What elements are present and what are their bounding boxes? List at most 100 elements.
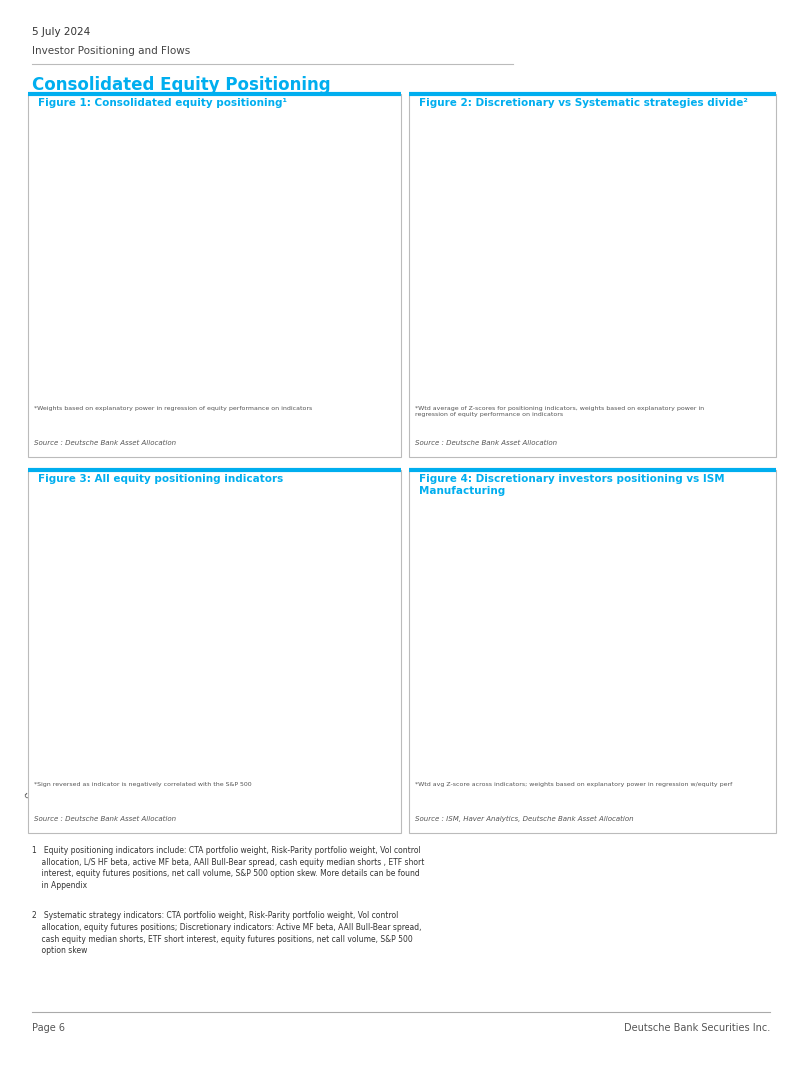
Point (67, 703, 80, 720)
Systematic Strategies (610, 276, 620, 288)
Discretionary Investors (610, 311, 620, 324)
Line: Systematic Strategies: Systematic Strategies (448, 204, 743, 329)
Title: Consolidated Equity Positioning: Consolidated Equity Positioning (129, 163, 305, 173)
Bar (204, 666, 221, 713)
Legend: Discretionary investors positioning (lhs), ISM Manufacturing (rhs): Discretionary investors positioning (lhs… (448, 560, 593, 577)
Legend: Jul 03 2024, Jun 26 2024: Jul 03 2024, Jun 26 2024 (137, 567, 194, 585)
Discretionary Investors (738, 215, 747, 227)
Discretionary investors positioning (lhs) (734, 641, 743, 654)
Legend: Discretionary Investors, Systematic Strategies: Discretionary Investors, Systematic Stra… (448, 184, 640, 193)
Point (178, 656, 191, 673)
ISM Manufacturing (rhs) (676, 668, 686, 680)
Point (206, 618, 219, 635)
Text: Figure 2: Discretionary vs Systematic strategies divide²: Figure 2: Discretionary vs Systematic st… (419, 98, 747, 108)
ISM Manufacturing (rhs) (526, 742, 536, 755)
Text: Consolidated Equity Positioning: Consolidated Equity Positioning (32, 76, 330, 94)
Systematic Strategies (528, 288, 537, 301)
Point (123, 668, 136, 685)
Systematic Strategies (679, 268, 689, 281)
Point (234, 656, 247, 673)
Text: Figure 3: All equity positioning indicators: Figure 3: All equity positioning indicat… (38, 474, 283, 484)
Systematic Strategies (544, 239, 553, 252)
Title: Discretionary  vs Systematic Equity Positioning: Discretionary vs Systematic Equity Posit… (464, 163, 726, 173)
Point (345, 596, 358, 613)
Discretionary investors positioning (lhs) (542, 647, 552, 660)
Line: Discretionary Investors: Discretionary Investors (448, 221, 743, 319)
Point (67, 703, 80, 720)
Bar (65, 711, 83, 713)
Discretionary investors positioning (lhs) (617, 674, 626, 687)
Point (151, 657, 164, 675)
Text: Source : ISM, Haver Analytics, Deutsche Bank Asset Allocation: Source : ISM, Haver Analytics, Deutsche … (415, 816, 634, 822)
Discretionary investors positioning (lhs) (443, 621, 452, 633)
ISM Manufacturing (rhs) (529, 743, 538, 756)
Line: ISM Manufacturing (rhs): ISM Manufacturing (rhs) (448, 569, 739, 750)
Text: Correlation: 67%: Correlation: 67% (558, 702, 622, 710)
Text: 1   Equity positioning indicators include: CTA portfolio weight, Risk-Parity por: 1 Equity positioning indicators include:… (32, 846, 424, 891)
Text: *Sign reversed as indicator is negatively correlated with the S&P 500: *Sign reversed as indicator is negativel… (34, 782, 252, 787)
Discretionary Investors (528, 281, 537, 294)
ISM Manufacturing (rhs) (495, 619, 504, 632)
Point (261, 650, 274, 668)
Discretionary investors positioning (lhs) (610, 723, 620, 736)
Bar (342, 606, 360, 713)
Polygon shape (724, 13, 751, 45)
Bar (120, 669, 139, 713)
Text: Figure 4: Discretionary investors positioning vs ISM
Manufacturing: Figure 4: Discretionary investors positi… (419, 474, 724, 496)
Point (206, 657, 219, 675)
Discretionary Investors (496, 277, 505, 289)
ISM Manufacturing (rhs) (734, 672, 743, 685)
ISM Manufacturing (rhs) (443, 645, 452, 658)
ISM Manufacturing (rhs) (615, 646, 625, 659)
Discretionary Investors (613, 313, 622, 326)
Systematic Strategies (443, 215, 452, 227)
Discretionary Investors (443, 240, 452, 253)
Text: Current percentiles
Discretionary: 93%
Systematic: 87%: Current percentiles Discretionary: 93% S… (530, 349, 604, 379)
Discretionary investors positioning (lhs) (678, 654, 687, 666)
Systematic Strategies (738, 252, 747, 265)
Text: *Wtd avg Z-score across indicators; weights based on explanatory power in regres: *Wtd avg Z-score across indicators; weig… (415, 782, 733, 787)
Bar (259, 659, 277, 713)
Point (95, 695, 108, 712)
ISM Manufacturing (rhs) (544, 689, 553, 702)
Title: Equity Positioning Indicators (Z-score): Equity Positioning Indicators (Z-score) (107, 552, 318, 563)
Point (95, 694, 108, 711)
Text: Wtd average of Z-scores for positioning indicators: Wtd average of Z-scores for positioning … (129, 172, 305, 177)
Text: *Wtd average of Z-scores for positioning indicators, weights based on explanator: *Wtd average of Z-scores for positioning… (415, 406, 705, 417)
Bar (93, 703, 111, 713)
Line: Discretionary investors positioning (lhs): Discretionary investors positioning (lhs… (448, 597, 739, 729)
Point (234, 655, 247, 672)
Point (290, 641, 302, 658)
Title: Discretionary Investors Equity Positioning and ISM Mfg: Discretionary Investors Equity Positioni… (452, 546, 734, 555)
Bar (176, 664, 194, 713)
Point (317, 606, 330, 623)
Text: 2   Systematic strategy indicators: CTA portfolio weight, Risk-Parity portfolio : 2 Systematic strategy indicators: CTA po… (32, 911, 422, 956)
Text: Investor Positioning and Flows: Investor Positioning and Flows (32, 46, 190, 56)
Discretionary Investors (618, 286, 627, 299)
Systematic Strategies (639, 198, 649, 210)
Point (123, 660, 136, 677)
Systematic Strategies (616, 250, 626, 263)
Discretionary Investors (679, 247, 689, 260)
ISM Manufacturing (rhs) (704, 563, 714, 576)
Bar (148, 666, 166, 713)
Point (261, 650, 274, 668)
Point (317, 604, 330, 622)
Text: Figure 1: Consolidated equity positioning¹: Figure 1: Consolidated equity positionin… (38, 98, 286, 108)
Text: Current percentile (since 2010): 93%: Current percentile (since 2010): 93% (132, 346, 275, 356)
Text: 5 July 2024: 5 July 2024 (32, 27, 91, 37)
Point (178, 655, 191, 672)
Discretionary investors positioning (lhs) (612, 714, 622, 727)
Point (345, 597, 358, 614)
Text: Source : Deutsche Bank Asset Allocation: Source : Deutsche Bank Asset Allocation (415, 440, 557, 446)
Systematic Strategies (496, 279, 505, 292)
Bar (231, 663, 249, 713)
Discretionary investors positioning (lhs) (557, 591, 567, 603)
Discretionary Investors (544, 263, 553, 276)
Text: Source : Deutsche Bank Asset Allocation: Source : Deutsche Bank Asset Allocation (34, 440, 176, 446)
ISM Manufacturing (rhs) (610, 616, 620, 629)
Point (151, 659, 164, 676)
Text: Deutsche Bank Securities Inc.: Deutsche Bank Securities Inc. (624, 1023, 770, 1033)
Text: Source : Deutsche Bank Asset Allocation: Source : Deutsche Bank Asset Allocation (34, 816, 176, 822)
Point (290, 627, 302, 644)
